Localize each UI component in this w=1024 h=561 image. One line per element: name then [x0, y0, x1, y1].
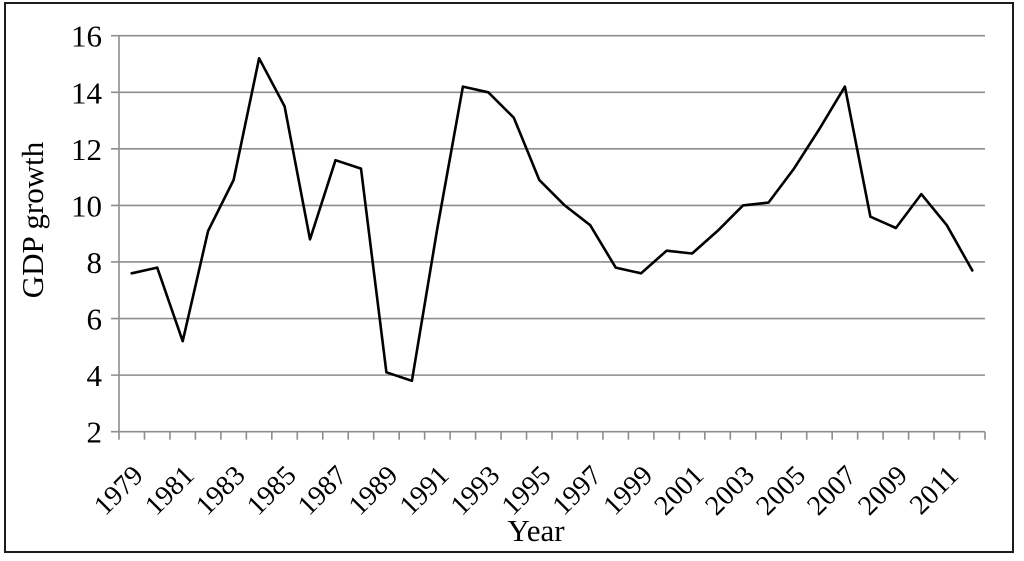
y-axis-title: GDP growth: [15, 141, 50, 299]
x-tick-label: 1989: [343, 460, 405, 522]
x-tick-label: 2007: [801, 460, 863, 522]
x-tick-label: 2005: [750, 460, 812, 522]
y-tick-label: 14: [71, 75, 103, 110]
gdp-growth-line: [130, 56, 974, 383]
y-tick-label: 2: [87, 415, 103, 450]
y-tick-label: 10: [71, 188, 102, 223]
y-tick-label: 12: [71, 132, 102, 167]
x-tick-label: 1993: [445, 460, 507, 522]
x-tick-label: 2001: [649, 460, 711, 522]
x-tick-label: 2003: [699, 460, 761, 522]
x-tick-label: 1987: [292, 460, 354, 522]
y-tick-label: 4: [87, 358, 103, 393]
x-tick-label: 2009: [852, 460, 914, 522]
x-axis-title: Year: [507, 513, 565, 548]
x-tick-label: 1981: [139, 460, 201, 522]
x-tick-label: 1983: [190, 460, 252, 522]
x-tick-label: 1991: [394, 460, 456, 522]
x-tick-label: 1979: [88, 460, 150, 522]
x-tick-label: 1999: [598, 460, 660, 522]
y-tick-label: 16: [71, 19, 102, 54]
y-tick-label: 6: [87, 302, 103, 337]
x-tick-label: 2011: [904, 460, 965, 521]
y-tick-label: 8: [87, 245, 103, 280]
x-tick-label: 1985: [241, 460, 303, 522]
